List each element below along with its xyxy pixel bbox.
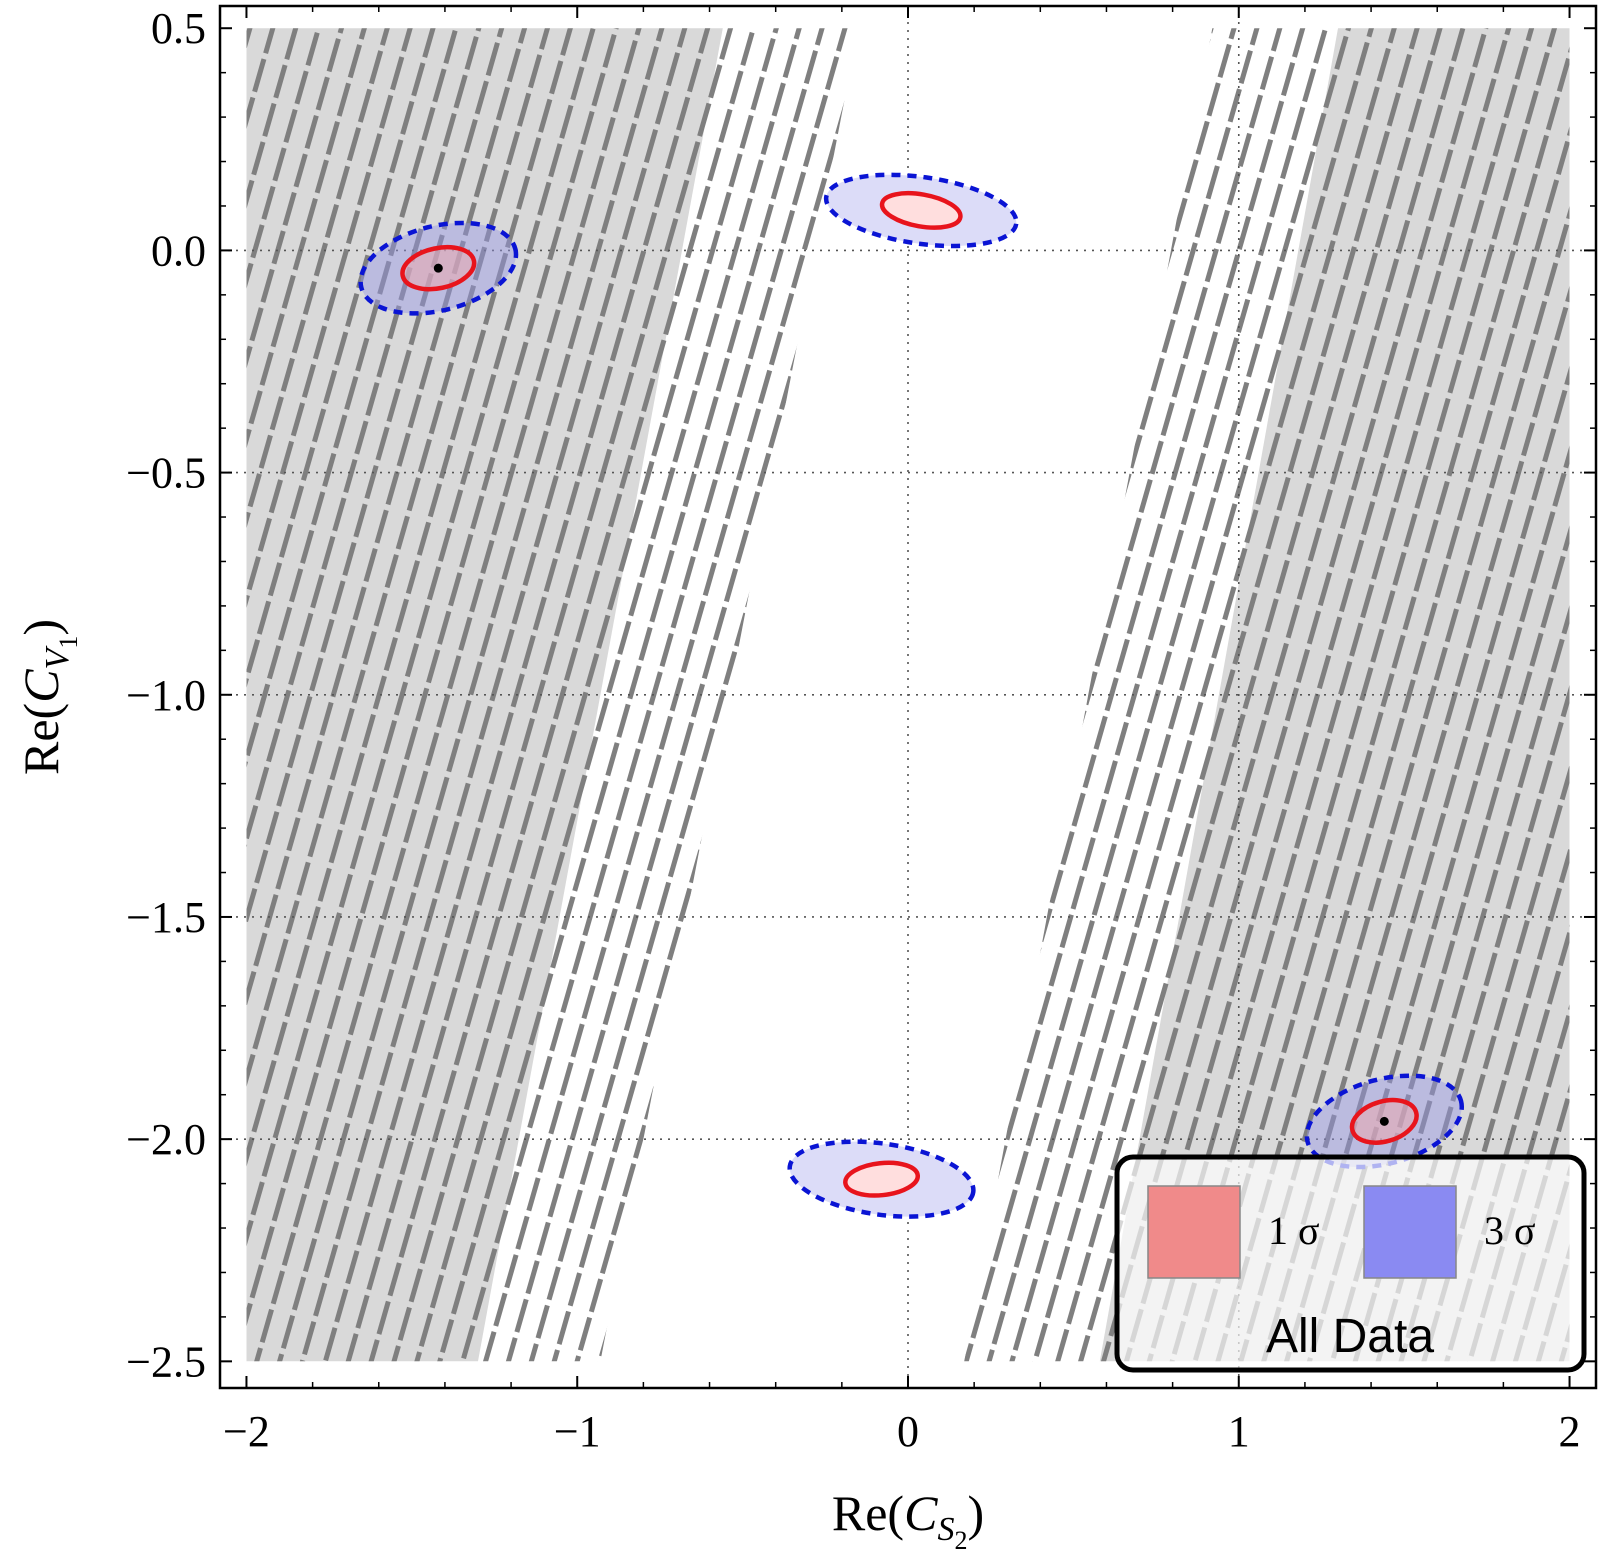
x-tick-label: 1	[1228, 1407, 1250, 1456]
x-tick-label: 2	[1559, 1407, 1581, 1456]
x-axis-title-symbol: C	[904, 1485, 938, 1541]
one-sigma-contour	[843, 1160, 921, 1198]
best-fit-point	[433, 263, 443, 273]
x-axis-title-prefix: Re(	[832, 1485, 904, 1541]
one-sigma-contour	[879, 190, 963, 230]
x-axis-title-suffix: )	[967, 1485, 984, 1541]
x-tick-label: −2	[223, 1407, 270, 1456]
y-axis: 0.5 0.0 −0.5 −1.0 −1.5 −2.0 −2.5 Re(CV1)	[13, 4, 206, 1386]
y-tick-label: −0.5	[126, 449, 206, 498]
y-axis-title-prefix: Re(	[13, 703, 69, 775]
legend-swatch-3sigma	[1363, 1185, 1457, 1279]
region-top-center	[823, 172, 1019, 249]
best-fit-point	[1379, 1116, 1389, 1126]
y-tick-label: −1.0	[126, 671, 206, 720]
region-bottom-center	[787, 1139, 976, 1219]
x-axis-title: Re(CS2)	[832, 1485, 984, 1555]
x-axis: −2 −1 0 1 2 Re(CS2)	[223, 1407, 1580, 1555]
legend-swatch-1sigma	[1147, 1185, 1241, 1279]
legend: 1 σ 3 σ All Data	[1114, 1154, 1587, 1373]
y-tick-label: 0.5	[151, 4, 206, 53]
region-top-left	[358, 220, 519, 316]
left-hatch-band	[246, 28, 859, 1362]
x-tick-label: 0	[897, 1407, 919, 1456]
y-tick-label: −2.5	[126, 1337, 206, 1386]
y-axis-title: Re(CV1)	[13, 619, 83, 775]
y-tick-label: −1.5	[126, 893, 206, 942]
right-hatch-band	[964, 28, 1570, 1362]
region-bottom-right	[1304, 1073, 1465, 1170]
legend-title: All Data	[1266, 1310, 1434, 1363]
y-axis-title-symbol: C	[13, 669, 69, 703]
y-tick-label: 0.0	[151, 226, 206, 275]
x-tick-label: −1	[554, 1407, 601, 1456]
legend-label-1sigma: 1 σ	[1268, 1208, 1320, 1253]
y-tick-label: −2.0	[126, 1115, 206, 1164]
plot-area	[218, 4, 1598, 1390]
y-axis-title-suffix: )	[13, 619, 69, 636]
y-axis-title-subsub: 1	[54, 636, 83, 649]
legend-label-3sigma: 3 σ	[1484, 1208, 1536, 1253]
x-axis-title-sub: S	[937, 1511, 954, 1548]
axis-ticks	[220, 6, 1596, 1388]
x-axis-title-subsub: 2	[954, 1526, 967, 1555]
